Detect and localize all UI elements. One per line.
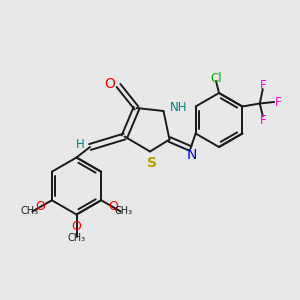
- Text: N: N: [187, 148, 197, 162]
- Text: F: F: [260, 113, 266, 127]
- Text: CH₃: CH₃: [20, 206, 38, 217]
- Text: O: O: [72, 220, 81, 233]
- Text: NH: NH: [170, 101, 188, 114]
- Text: O: O: [105, 77, 116, 91]
- Text: CH₃: CH₃: [115, 206, 133, 217]
- Text: O: O: [108, 200, 118, 213]
- Text: O: O: [35, 200, 45, 213]
- Text: Cl: Cl: [210, 71, 222, 85]
- Text: F: F: [274, 95, 281, 109]
- Text: CH₃: CH₃: [68, 232, 85, 243]
- Text: H: H: [76, 137, 85, 151]
- Text: S: S: [146, 156, 157, 170]
- Text: F: F: [260, 79, 266, 92]
